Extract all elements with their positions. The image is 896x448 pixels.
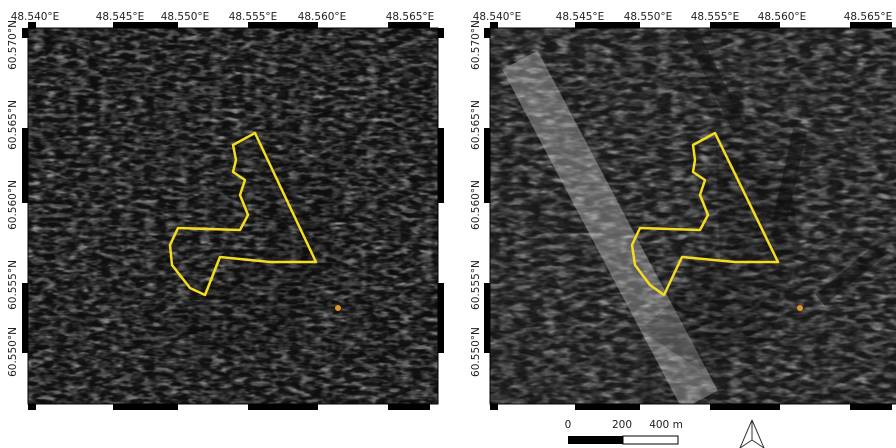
frame-segment xyxy=(850,404,892,410)
map-panel-left xyxy=(28,28,438,404)
scale-bar: 0 200 400 m xyxy=(565,419,683,444)
latitude-label: 60.550°N xyxy=(470,327,482,377)
longitude-label: 48.555°E xyxy=(229,11,278,23)
longitude-label: 48.565°E xyxy=(844,11,893,23)
scale-label: 400 m xyxy=(649,419,683,431)
frame-segment xyxy=(248,404,318,410)
frame-segment xyxy=(484,28,490,38)
latitude-label: 60.560°N xyxy=(7,180,19,230)
frame-segment xyxy=(22,28,28,38)
map-figure: 0 200 400 m 48.540°E48.545°E48.550°E48.5… xyxy=(0,0,896,448)
longitude-label: 48.560°E xyxy=(758,11,807,23)
frame-segment xyxy=(484,283,490,353)
latitude-label: 60.560°N xyxy=(470,180,482,230)
latitude-label: 60.565°N xyxy=(7,100,19,150)
frame-segment xyxy=(575,404,640,410)
latitude-label: 60.555°N xyxy=(7,260,19,310)
longitude-label: 48.560°E xyxy=(298,11,347,23)
north-arrow xyxy=(740,420,764,448)
frame-segment xyxy=(28,404,36,410)
longitude-label: 48.550°E xyxy=(624,11,673,23)
longitude-label: 48.550°E xyxy=(161,11,210,23)
longitude-label: 48.555°E xyxy=(691,11,740,23)
longitude-label: 48.545°E xyxy=(556,11,605,23)
latitude-label: 60.570°N xyxy=(470,20,482,70)
frame-segment xyxy=(113,404,178,410)
latitude-label: 60.550°N xyxy=(7,327,19,377)
latitude-label: 60.570°N xyxy=(7,20,19,70)
frame-segment xyxy=(22,128,28,203)
frame-segment xyxy=(438,283,444,353)
frame-segment xyxy=(438,128,444,203)
frame-segment xyxy=(710,404,780,410)
map-panel-right xyxy=(490,28,896,404)
frame-segment xyxy=(438,28,444,38)
longitude-label: 48.545°E xyxy=(96,11,145,23)
scale-label: 200 xyxy=(612,419,632,431)
frame-segment xyxy=(490,404,498,410)
frame-segment xyxy=(22,283,28,353)
latitude-label: 60.565°N xyxy=(470,100,482,150)
frame-segment xyxy=(484,128,490,203)
longitude-label: 48.565°E xyxy=(386,11,435,23)
frame-segment xyxy=(388,404,430,410)
latitude-label: 60.555°N xyxy=(470,260,482,310)
scale-label: 0 xyxy=(565,419,572,431)
